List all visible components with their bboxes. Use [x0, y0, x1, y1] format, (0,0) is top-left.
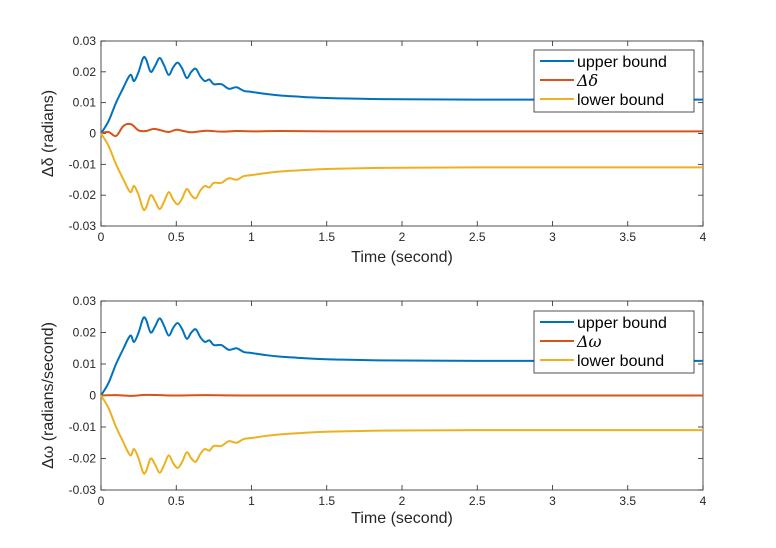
series-line-1: [100, 316, 704, 397]
y-tick-label: 0.01: [73, 357, 97, 371]
series-line-2: [100, 393, 703, 397]
x-tick-label: 3.5: [619, 230, 636, 244]
y-tick-label: 0: [89, 389, 96, 403]
x-tick-label: 1.5: [318, 494, 335, 508]
x-tick-label: 2.5: [469, 230, 486, 244]
y-tick-label: -0.01: [69, 157, 97, 171]
y-tick-label: -0.02: [69, 452, 97, 466]
chart-1: 0 0.5 1 1.5 2 2.5 3 3.5 4 -0.03 -0.02 -0.01 0 0.01 0.0…: [40, 34, 707, 266]
x-tick-label: 1: [248, 230, 255, 244]
x-tick-label: 2: [399, 494, 406, 508]
x-tick-label: 0: [98, 230, 105, 244]
y-tick-label: 0.02: [73, 326, 97, 340]
x-tick-label: 2.5: [469, 494, 486, 508]
y-tick-label: -0.01: [69, 420, 97, 434]
x-axis-label: Time (second): [351, 510, 453, 527]
x-tick-label: 4: [700, 230, 707, 244]
legend-label: Δδ: [576, 71, 598, 90]
legend-label: lower bound: [577, 353, 664, 370]
y-tick-label: -0.03: [69, 483, 97, 497]
legend-label: lower bound: [577, 92, 664, 109]
x-tick-label: 0: [98, 494, 105, 508]
x-tick-label: 2: [399, 230, 406, 244]
legend-label: Δω: [576, 332, 602, 351]
legend-label: upper bound: [577, 315, 667, 332]
x-tick-label: 0.5: [168, 230, 185, 244]
y-tick-label: 0.03: [73, 34, 97, 48]
y-tick-label: 0.03: [73, 294, 97, 308]
y-tick-label: 0.01: [73, 96, 97, 110]
series-line-1: [100, 55, 703, 135]
x-tick-label: 0.5: [168, 494, 185, 508]
y-tick-label: 0.02: [73, 65, 97, 79]
x-axis-label: Time (second): [351, 249, 453, 266]
x-tick-label: 1: [248, 494, 255, 508]
x-tick-label: 3.5: [619, 494, 636, 508]
y-tick-label: -0.02: [69, 188, 97, 202]
y-tick-label: -0.03: [69, 219, 97, 233]
series-line-3: [100, 132, 703, 212]
y-axis-label: Δδ (radians): [40, 90, 57, 177]
y-tick-label: 0: [89, 127, 96, 141]
series-line-3: [100, 394, 703, 475]
x-tick-label: 4: [700, 494, 707, 508]
x-tick-label: 1.5: [318, 230, 335, 244]
x-tick-label: 3: [549, 230, 556, 244]
chart-2: 0 0.5 1 1.5 2 2.5 3 3.5 4 -0.03 -0.02 -0.01 0 0.01 0.0…: [40, 294, 707, 527]
legend-label: upper bound: [577, 54, 667, 71]
series-line-2: [100, 122, 703, 138]
y-axis-label: Δω (radians/second): [40, 322, 57, 469]
x-tick-label: 3: [549, 494, 556, 508]
